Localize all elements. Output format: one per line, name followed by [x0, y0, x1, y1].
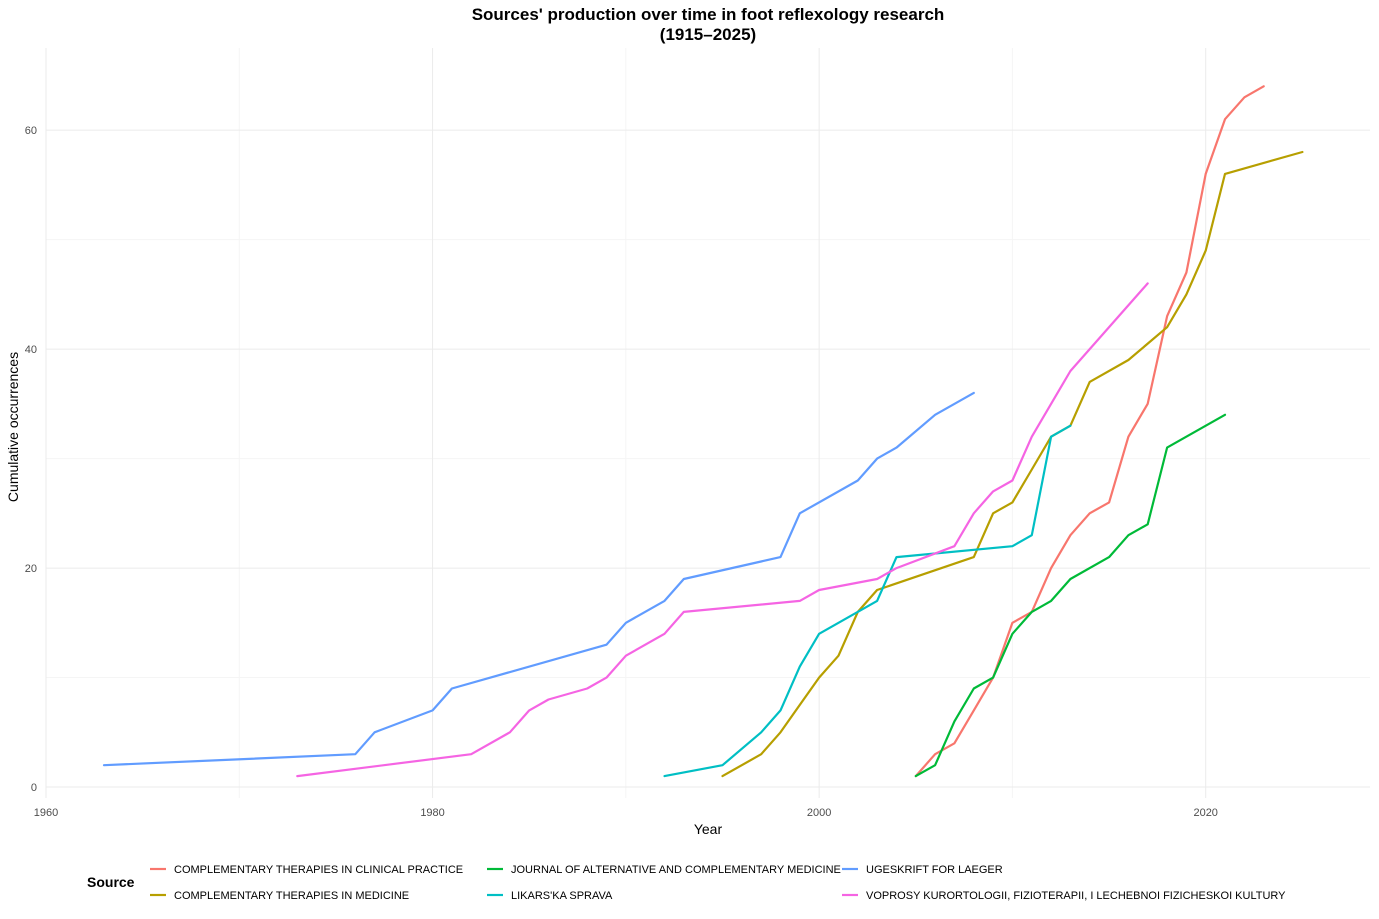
y-axis-title: Cumulative occurrences: [5, 352, 21, 502]
legend-entry-label: COMPLEMENTARY THERAPIES IN CLINICAL PRAC…: [174, 864, 463, 876]
axis-ticks: 1960 1980 2000 2020 0 20 40 60: [25, 125, 1218, 819]
legend-entry-label: JOURNAL OF ALTERNATIVE AND COMPLEMENTARY…: [511, 864, 841, 876]
legend-entry-label: UGESKRIFT FOR LAEGER: [866, 864, 1003, 876]
y-tick-label: 60: [25, 125, 37, 137]
chart-title: Sources' production over time in foot re…: [472, 5, 945, 24]
x-tick-label: 2020: [1193, 807, 1217, 819]
grid: [45, 48, 1370, 798]
y-tick-label: 20: [25, 563, 37, 575]
x-tick-label: 2000: [807, 807, 831, 819]
legend-entry-label: LIKARS'KA SPRAVA: [511, 890, 613, 902]
legend: Source COMPLEMENTARY THERAPIES IN CLINIC…: [87, 864, 1286, 902]
legend-title: Source: [87, 874, 135, 890]
chart-subtitle: (1915–2025): [660, 25, 756, 44]
series-line-4: [663, 424, 1072, 778]
series-lines: [102, 85, 1304, 778]
legend-entry-label: COMPLEMENTARY THERAPIES IN MEDICINE: [174, 890, 409, 902]
x-tick-label: 1980: [420, 807, 444, 819]
y-tick-label: 0: [31, 782, 37, 794]
series-line-6: [296, 282, 1149, 778]
x-axis-title: Year: [694, 821, 723, 837]
series-line-5: [102, 391, 975, 767]
series-line-3: [914, 413, 1227, 778]
y-tick-label: 40: [25, 344, 37, 356]
x-tick-label: 1960: [34, 807, 58, 819]
series-line-1: [914, 85, 1265, 778]
series-line-2: [721, 150, 1304, 778]
legend-entry-label: VOPROSY KURORTOLOGII, FIZIOTERAPII, I LE…: [866, 890, 1286, 902]
